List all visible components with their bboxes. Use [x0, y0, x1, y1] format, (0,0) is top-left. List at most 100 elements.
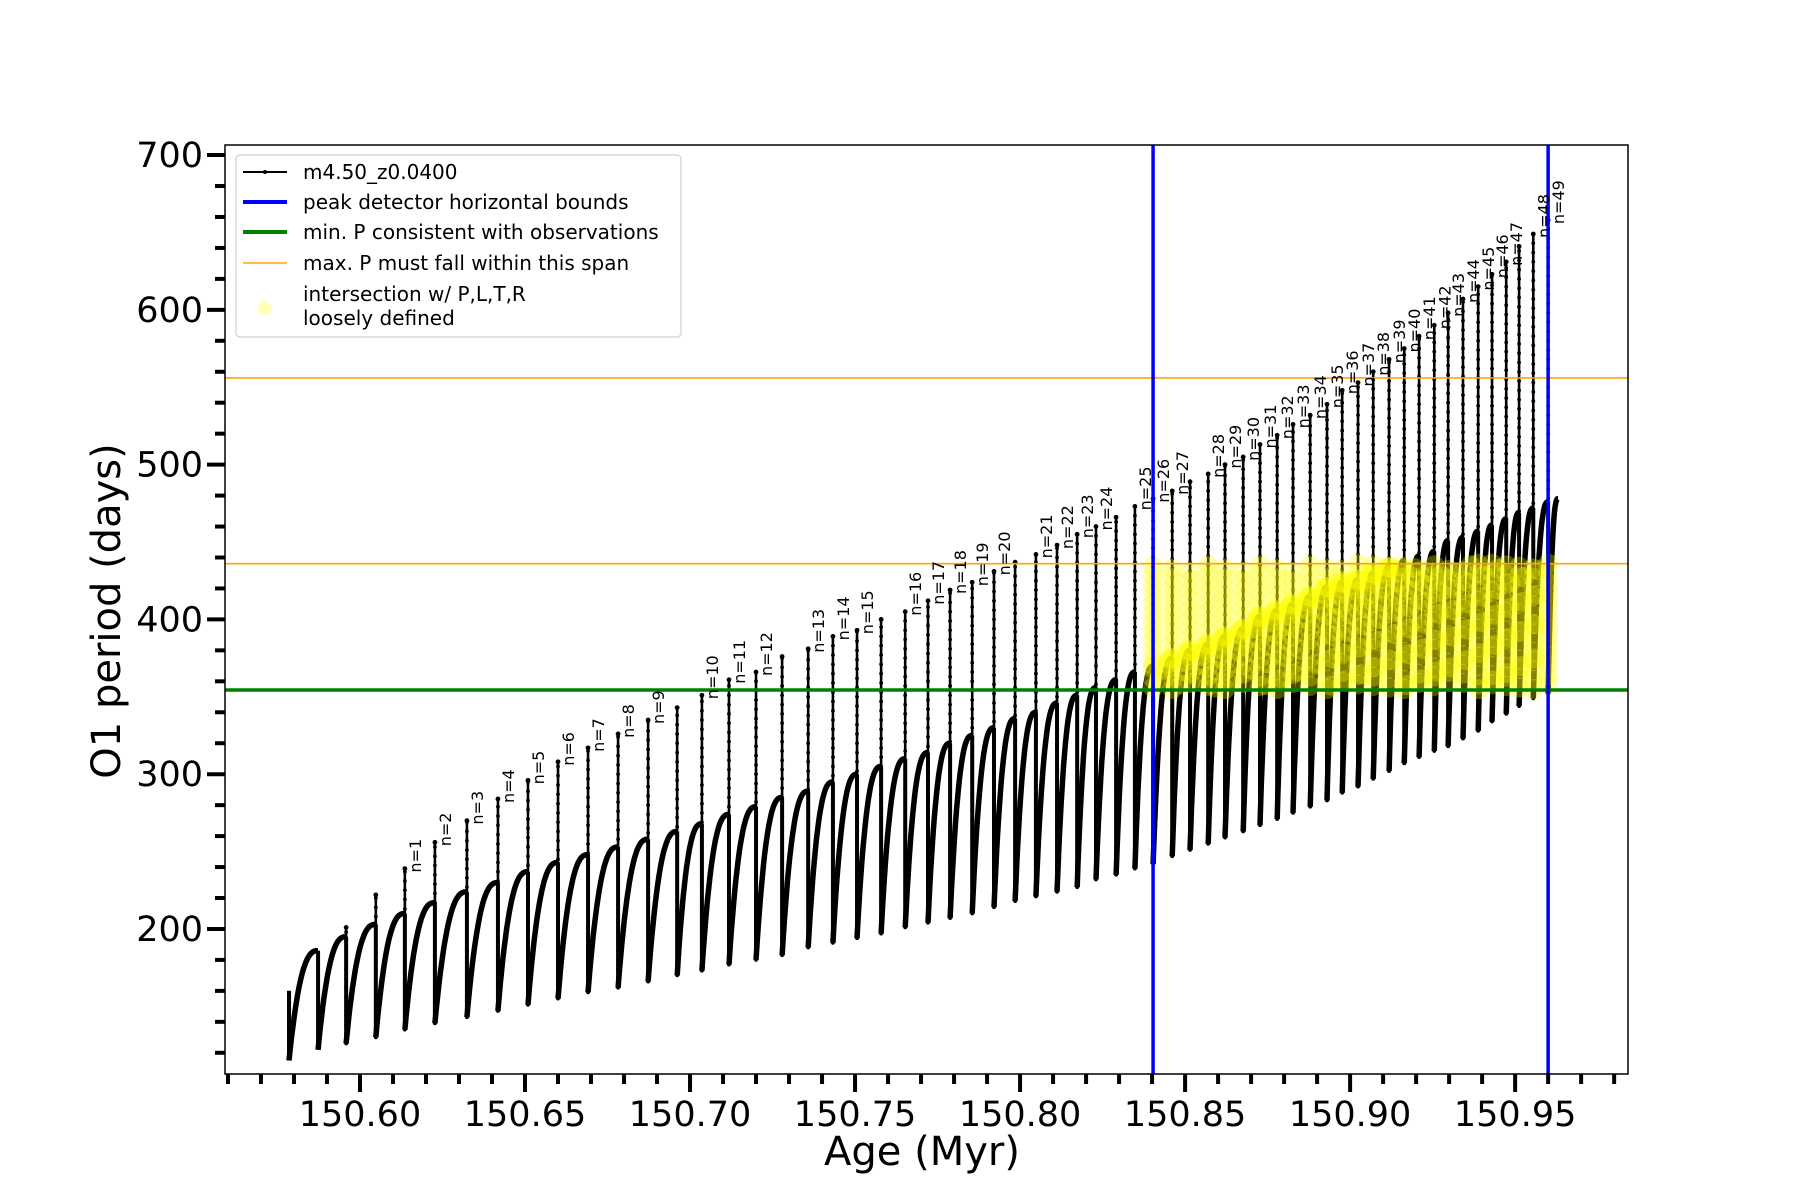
- intersection-point: [1159, 650, 1180, 671]
- series-point: [1417, 476, 1421, 481]
- series-point: [1075, 541, 1080, 546]
- intersection-point: [1424, 648, 1445, 669]
- intersection-point: [1332, 634, 1353, 655]
- cycle-label: n=11: [730, 640, 749, 684]
- intersection-point: [1363, 573, 1384, 594]
- series-point: [1133, 569, 1137, 574]
- series-point: [948, 749, 952, 753]
- series-point: [1504, 433, 1509, 438]
- intersection-point: [1283, 593, 1304, 614]
- series-point: [1094, 598, 1098, 603]
- series-point: [556, 764, 560, 769]
- series-point: [1223, 538, 1227, 543]
- series-point: [556, 913, 560, 917]
- intersection-point: [1379, 584, 1400, 605]
- intersection-point: [1233, 626, 1254, 647]
- series-point: [1371, 646, 1376, 651]
- series-point: [1188, 727, 1192, 732]
- series-point: [1170, 640, 1175, 645]
- series-point: [1223, 631, 1227, 636]
- series-point: [1417, 402, 1421, 407]
- intersection-point: [1275, 629, 1296, 650]
- series-point: [1133, 745, 1137, 750]
- series-point: [926, 781, 930, 786]
- series-point: [1356, 580, 1360, 585]
- intersection-point: [1369, 608, 1390, 629]
- series-point: [903, 674, 908, 679]
- series-point: [646, 766, 651, 770]
- intersection-point: [1198, 638, 1219, 659]
- series-point: [754, 716, 758, 721]
- series-point: [1133, 625, 1137, 630]
- series-point: [992, 673, 996, 678]
- series-point: [780, 841, 785, 846]
- series-point: [1371, 544, 1376, 549]
- series-point: [1371, 554, 1376, 558]
- series-spike-top: [1503, 259, 1509, 265]
- intersection-point: [1460, 555, 1481, 576]
- intersection-point: [1308, 613, 1329, 634]
- series-point: [433, 928, 437, 933]
- intersection-point: [1317, 595, 1338, 616]
- series-spike-top: [925, 598, 931, 604]
- series-point: [1531, 241, 1536, 246]
- intersection-point: [1426, 661, 1447, 682]
- series-point: [496, 823, 500, 828]
- series-point: [754, 744, 758, 749]
- series-point: [1170, 668, 1175, 673]
- series-point: [948, 628, 952, 633]
- series-point: [1531, 529, 1536, 534]
- intersection-point: [1360, 564, 1381, 585]
- series-point: [675, 880, 680, 885]
- intersection-point: [1409, 579, 1430, 600]
- intersection-point: [1267, 651, 1288, 672]
- intersection-point: [1198, 657, 1219, 678]
- series-point: [948, 646, 952, 651]
- series-point: [1223, 492, 1227, 496]
- series-point: [1356, 394, 1360, 399]
- series-point: [1114, 724, 1119, 729]
- intersection-point: [1379, 649, 1400, 670]
- series-point: [855, 657, 859, 662]
- series-point: [1387, 462, 1391, 467]
- series-point: [1387, 434, 1391, 439]
- series-point: [1531, 250, 1536, 255]
- series-point: [903, 656, 908, 661]
- series-point: [586, 888, 590, 893]
- series-point: [1114, 547, 1119, 552]
- intersection-point: [1242, 628, 1263, 649]
- intersection-point: [1409, 589, 1430, 610]
- series-point: [526, 937, 530, 942]
- intersection-point: [1348, 646, 1369, 667]
- series-point: [616, 781, 620, 786]
- series-point: [1114, 752, 1119, 756]
- x-axis-title: Age (Myr): [824, 1129, 1020, 1175]
- intersection-point: [1416, 575, 1437, 596]
- series-point: [1504, 516, 1509, 521]
- series-arch: [1012, 709, 1038, 902]
- series-point: [1013, 592, 1018, 597]
- intersection-point: [1367, 657, 1388, 678]
- series-point: [586, 758, 590, 763]
- cycle-label: n=39: [1390, 319, 1409, 363]
- intersection-point: [1386, 585, 1407, 606]
- intersection-point: [1190, 655, 1211, 676]
- intersection-point: [1267, 669, 1288, 690]
- series-point: [1531, 585, 1536, 589]
- series-point: [1275, 650, 1280, 654]
- intersection-point: [1180, 663, 1201, 684]
- series-point: [806, 713, 811, 718]
- series-point: [1417, 615, 1421, 620]
- series-point: [1417, 420, 1421, 425]
- intersection-point: [1332, 671, 1353, 692]
- series-point: [556, 848, 560, 852]
- x-tick-label: 150.65: [464, 1095, 586, 1135]
- intersection-point: [1162, 586, 1183, 607]
- series-point: [1223, 612, 1227, 617]
- series-point: [646, 849, 651, 854]
- cycle-label: n=8: [619, 704, 638, 738]
- series-point: [1275, 482, 1280, 487]
- series-arch: [1475, 522, 1495, 731]
- series-point: [1417, 569, 1421, 574]
- series-point: [1402, 482, 1407, 487]
